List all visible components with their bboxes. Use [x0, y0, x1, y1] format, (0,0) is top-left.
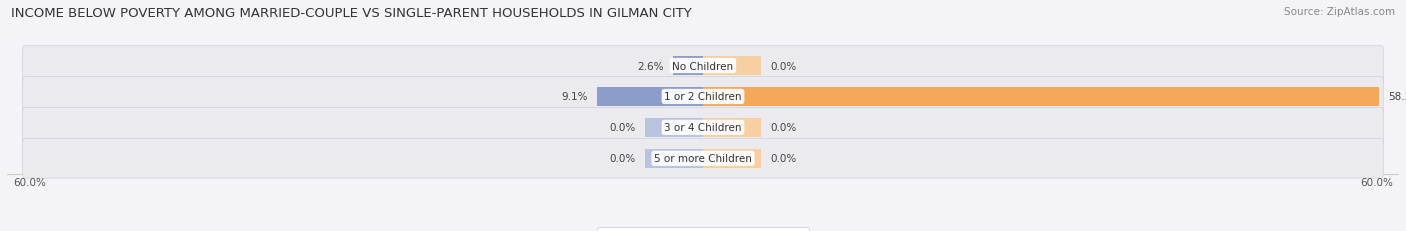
- Legend: Married Couples, Single Parents: Married Couples, Single Parents: [596, 228, 810, 231]
- Bar: [703, 57, 761, 76]
- Text: 0.0%: 0.0%: [609, 123, 636, 133]
- Text: 1 or 2 Children: 1 or 2 Children: [664, 92, 742, 102]
- Text: 5 or more Children: 5 or more Children: [654, 154, 752, 164]
- Text: INCOME BELOW POVERTY AMONG MARRIED-COUPLE VS SINGLE-PARENT HOUSEHOLDS IN GILMAN : INCOME BELOW POVERTY AMONG MARRIED-COUPL…: [11, 7, 692, 20]
- Text: 60.0%: 60.0%: [1360, 178, 1393, 188]
- Text: 0.0%: 0.0%: [770, 154, 797, 164]
- Text: 0.0%: 0.0%: [609, 154, 636, 164]
- FancyBboxPatch shape: [22, 46, 1384, 86]
- Text: 60.0%: 60.0%: [13, 178, 46, 188]
- Text: 0.0%: 0.0%: [770, 61, 797, 71]
- Text: Source: ZipAtlas.com: Source: ZipAtlas.com: [1284, 7, 1395, 17]
- Text: 9.1%: 9.1%: [561, 92, 588, 102]
- FancyBboxPatch shape: [22, 77, 1384, 117]
- Text: 58.3%: 58.3%: [1389, 92, 1406, 102]
- Text: 0.0%: 0.0%: [770, 123, 797, 133]
- Bar: [703, 149, 761, 168]
- Bar: [703, 118, 761, 137]
- Bar: [703, 88, 1379, 106]
- Text: No Children: No Children: [672, 61, 734, 71]
- Bar: [645, 149, 703, 168]
- Text: 2.6%: 2.6%: [637, 61, 664, 71]
- Bar: [598, 88, 703, 106]
- Text: 3 or 4 Children: 3 or 4 Children: [664, 123, 742, 133]
- FancyBboxPatch shape: [22, 108, 1384, 148]
- Bar: [673, 57, 703, 76]
- Bar: [645, 118, 703, 137]
- FancyBboxPatch shape: [22, 139, 1384, 178]
